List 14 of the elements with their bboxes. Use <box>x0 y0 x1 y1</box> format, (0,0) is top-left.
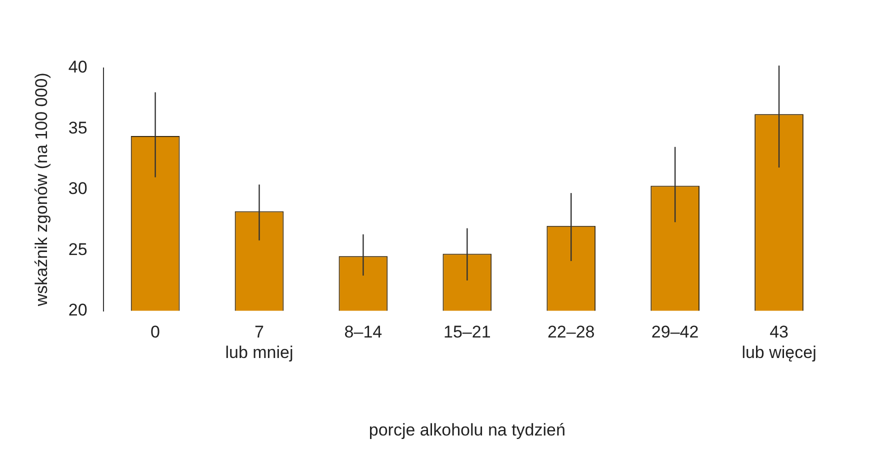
x-tick-label: 43 lub więcej <box>742 322 816 362</box>
y-tick-label: 20 <box>68 300 88 320</box>
y-tick-label: 35 <box>68 118 88 138</box>
y-tick-label: 40 <box>68 58 88 77</box>
y-tick-label: 30 <box>68 179 88 198</box>
x-tick-label: 7 lub mniej <box>225 322 294 362</box>
y-axis-title: wskaźnik zgonów (na 100 000) <box>32 72 51 308</box>
x-axis-title: porcje alkoholu na tydzień <box>368 420 566 440</box>
x-tick-label: 0 <box>150 322 160 342</box>
x-tick-label: 8–14 <box>344 322 382 342</box>
x-tick-label: 15–21 <box>444 322 491 342</box>
x-tick-label: 29–42 <box>651 322 699 342</box>
x-tick-label: 22–28 <box>547 322 595 342</box>
y-tick-label: 25 <box>68 240 88 259</box>
